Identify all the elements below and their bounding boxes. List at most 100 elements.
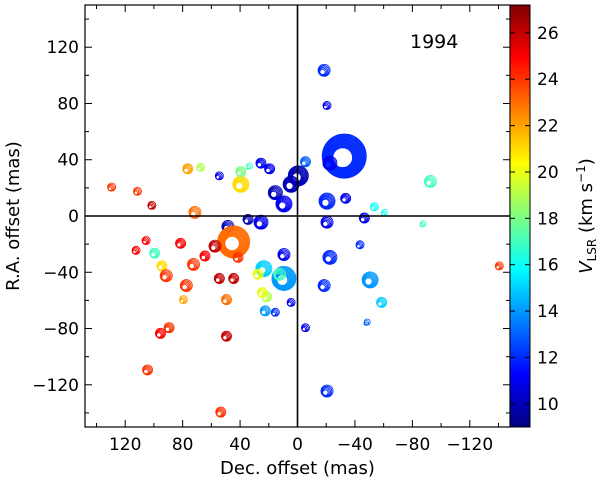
maser-spot-52 [131,245,141,255]
maser-spot-67 [245,162,253,170]
x-axis-label: Dec. offset (mas) [220,458,375,479]
maser-spot-33 [301,323,310,333]
maser-spot-31 [252,268,264,280]
maser-spot-47 [188,205,202,219]
maser-spot-20 [322,249,338,265]
maser-spot-4 [300,156,311,168]
x-tick-label: −40 [337,435,373,455]
y-tick-label: 0 [68,207,79,227]
colorbar-label-unit: (km s [576,183,597,239]
maser-spot-45 [208,239,222,253]
maser-spot-23 [376,296,388,308]
maser-spot-41 [182,163,194,175]
maser-spot-62 [155,327,166,339]
maser-spot-19 [277,248,291,262]
maser-spot-58 [228,273,240,284]
maser-spot-54 [107,182,117,192]
x-tick-label: 0 [292,435,303,455]
maser-spot-25 [355,240,365,250]
maser-spot-0 [317,63,331,77]
y-axis-ticks: 120 80 40 0 −40 −80 −120 [32,18,510,414]
x-tick-label: 80 [172,435,194,455]
maser-spot-7 [267,185,283,201]
maser-spot-70 [494,261,504,271]
colorbar-tick-label: 22 [537,117,559,137]
colorbar-label: VLSR (km s−1) [574,158,599,274]
maser-spot-34 [286,297,296,307]
maser-spot-56 [179,279,193,292]
maser-spot-55 [133,186,142,196]
x-tick-label: 120 [109,435,141,455]
maser-spot-61 [163,322,175,334]
maser-spot-42 [196,162,206,172]
maser-spot-50 [159,269,173,283]
maser-spot-49 [156,260,168,272]
maser-spot-63 [221,330,232,342]
y-tick-label: 40 [57,151,79,171]
colorbar-tick-label: 24 [537,70,559,90]
maser-spot-51 [141,236,151,245]
maser-spot-22 [361,271,379,289]
maser-spot-10 [275,195,293,213]
y-axis-label: R.A. offset (mas) [3,141,24,291]
maser-spot-36 [215,406,227,418]
colorbar-label-sub: LSR [585,239,599,262]
maser-spot-24 [363,318,371,326]
maser-spot-40 [214,171,224,181]
maser-spot-59 [221,294,232,306]
colorbar-tick-label: 20 [537,163,559,183]
maser-spot-39 [235,166,247,178]
colorbar-tick-label: 16 [537,256,559,276]
maser-spot-26 [271,266,297,291]
maser-spot-12 [340,192,352,204]
maser-spot-38 [232,175,250,193]
maser-spot-68 [423,174,437,188]
maser-spot-11 [318,192,336,210]
colorbar-ticks: 10 12 14 16 18 20 22 24 26 [510,24,559,415]
maser-spot-65 [178,295,188,305]
maser-spot-48 [149,247,161,259]
colorbar-label-exp: −1 [574,165,588,183]
maser-spot-13 [358,212,370,224]
maser-spot-64 [142,364,153,376]
maser-spot-6 [282,175,300,193]
colorbar-tick-label: 14 [537,302,559,322]
maser-spot-69 [419,220,427,228]
maser-spot-3 [322,155,338,171]
colorbar-label-main: V [576,260,597,274]
maser-spot-53 [147,200,157,210]
maser-spot-9 [255,157,267,169]
x-tick-label: −80 [394,435,430,455]
maser-spot-35 [320,384,334,398]
x-tick-label: 40 [229,435,251,455]
y-tick-label: 80 [57,94,79,114]
x-tick-label: −120 [446,435,493,455]
colorbar-tick-label: 10 [537,395,559,415]
maser-spot-57 [213,273,225,284]
maser-spot-14 [369,202,379,212]
chart-title: 1994 [410,31,458,53]
maser-spot-43 [187,257,200,271]
colorbar-tick-label: 18 [537,209,559,229]
data-points [107,63,504,418]
maser-spot-28 [273,267,287,281]
x-axis-ticks: 120 80 40 0 −40 −80 −120 [95,5,500,455]
maser-spot-8 [264,163,276,175]
maser-spot-44 [175,237,187,249]
colorbar-tick-label: 12 [537,348,559,368]
maser-spot-60 [232,251,244,263]
maser-spot-46 [199,250,211,262]
colorbar-tick-label: 26 [537,24,559,44]
y-tick-label: −40 [43,263,79,283]
maser-spot-21 [317,279,331,292]
colorbar [509,4,531,428]
y-tick-label: 120 [47,38,79,58]
y-tick-label: −80 [43,320,79,340]
colorbar-label-close: ) [576,158,597,165]
y-tick-label: −120 [32,376,79,396]
maser-spot-66 [256,287,268,299]
maser-spot-32 [270,307,280,317]
maser-spot-29 [259,305,271,317]
maser-spot-1 [322,101,332,110]
